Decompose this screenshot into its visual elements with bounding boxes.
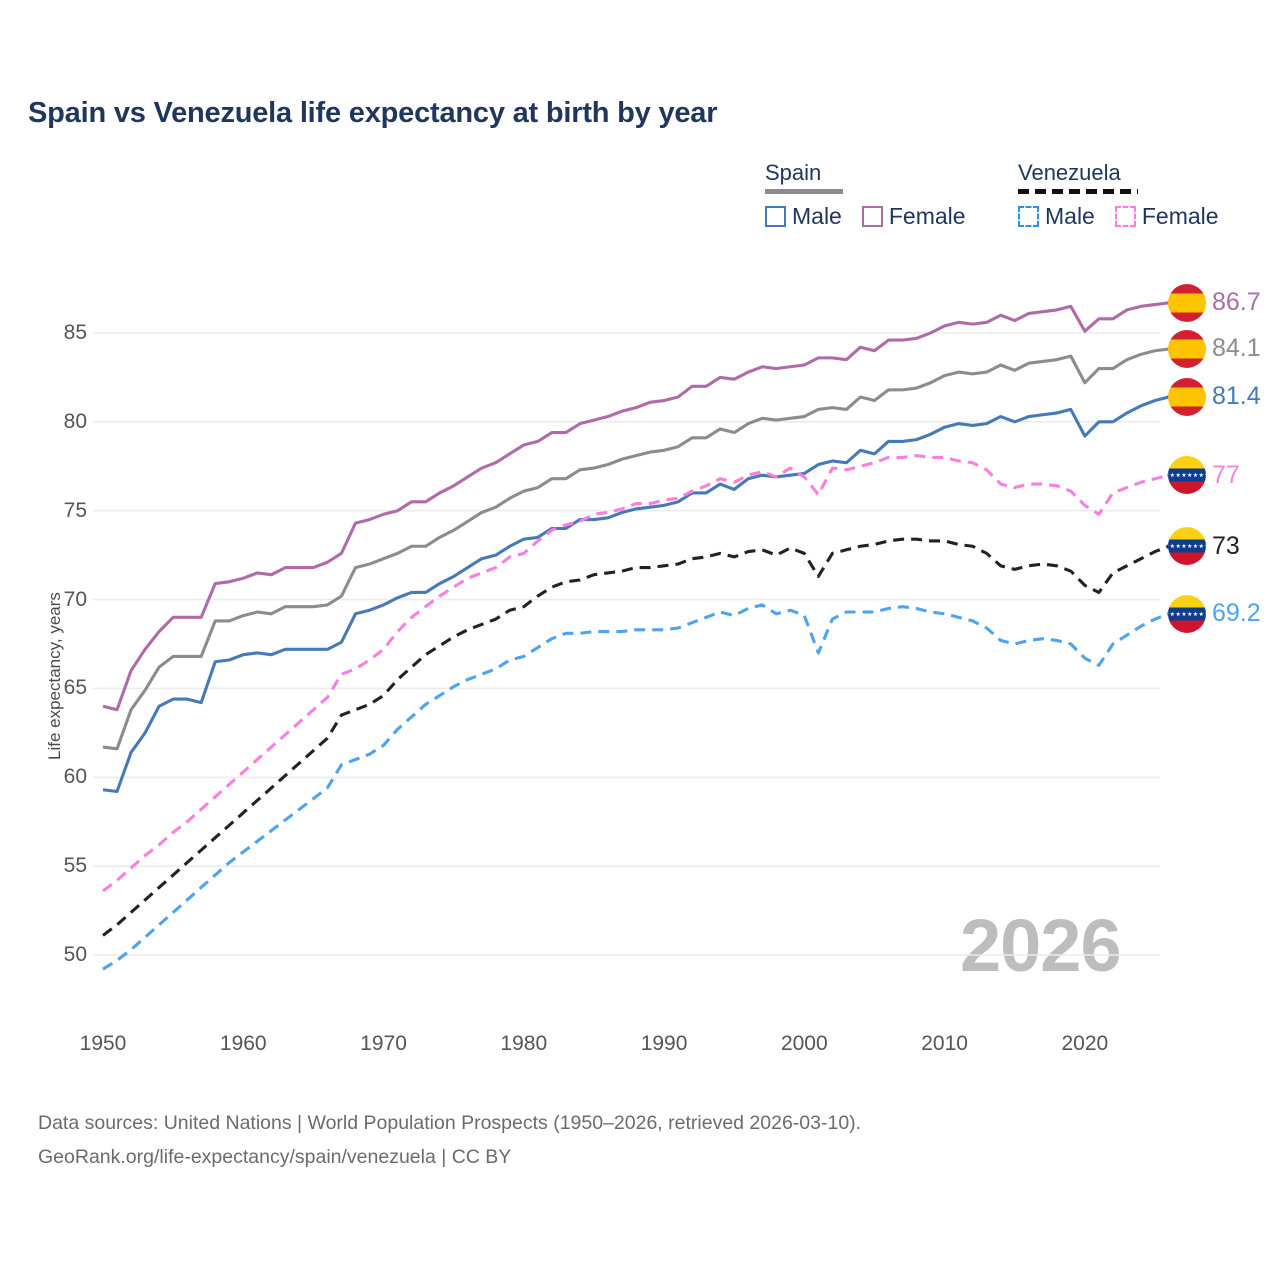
spain-flag-icon [1168, 283, 1206, 322]
footer-line-1: Data sources: United Nations | World Pop… [38, 1112, 862, 1134]
y-tick-label: 85 [63, 321, 87, 344]
chart-legend: Spain Male Female Venezuela Male Female [760, 160, 1260, 240]
legend-country-label: Spain [765, 160, 822, 185]
legend-country-rule [765, 189, 843, 194]
legend-country-label: Venezuela [1018, 160, 1121, 185]
end-label-value: 84.1 [1212, 334, 1261, 363]
x-tick-label: 1960 [219, 1032, 267, 1055]
end-label-venezuela-total: ★★★★★★★★ 73 [1168, 527, 1240, 566]
end-label-venezuela-female: ★★★★★★★★ 77 [1168, 456, 1240, 495]
x-tick-label: 2020 [1061, 1032, 1109, 1055]
end-label-value: 81.4 [1212, 382, 1261, 411]
y-tick-label: 75 [63, 498, 87, 522]
series-line-spain-total [102, 347, 1170, 751]
x-tick-label: 2010 [921, 1032, 968, 1055]
y-tick-label: 50 [63, 943, 87, 966]
legend-group-venezuela: Venezuela Male Female [1018, 160, 1219, 230]
y-tick-label: 60 [63, 765, 87, 789]
series-line-venezuela-male [102, 603, 1170, 971]
end-label-value: 69.2 [1212, 599, 1261, 628]
x-tick-label: 1980 [500, 1032, 548, 1055]
legend-item-label: Male [792, 203, 842, 229]
end-label-value: 73 [1212, 531, 1240, 560]
spain-flag-icon [1168, 377, 1206, 416]
x-tick-label: 1950 [79, 1032, 127, 1055]
flag-stars-icon: ★★★★★★★★ [1168, 473, 1206, 480]
legend-group-spain: Spain Male Female [765, 160, 966, 230]
venezuela-flag-icon: ★★★★★★★★ [1168, 456, 1206, 495]
legend-item-label: Female [888, 203, 966, 229]
y-tick-label: 65 [63, 676, 87, 700]
series-line-spain-female [102, 301, 1170, 712]
end-label-spain-male: 81.4 [1168, 377, 1261, 416]
legend-item-label: Female [1141, 203, 1219, 229]
y-tick-label: 80 [63, 409, 87, 433]
legend-item-venezuela-female[interactable]: Female [1114, 203, 1219, 230]
legend-swatch-icon [1114, 206, 1136, 227]
y-tick-label: 55 [63, 854, 87, 878]
legend-items: Male Female [765, 203, 966, 230]
legend-swatch-icon [861, 206, 883, 227]
y-tick-label: 70 [63, 587, 87, 611]
end-label-value: 86.7 [1212, 288, 1261, 317]
x-tick-label: 1970 [360, 1032, 407, 1055]
x-tick-label: 2000 [780, 1032, 828, 1055]
spain-flag-icon [1168, 329, 1206, 368]
legend-items: Male Female [1018, 203, 1219, 230]
footer-line-2: GeoRank.org/life-expectancy/spain/venezu… [38, 1146, 512, 1169]
venezuela-flag-icon: ★★★★★★★★ [1168, 527, 1206, 566]
legend-item-venezuela-male[interactable]: Male [1018, 203, 1095, 230]
footer-sources: Data sources: United Nations | World Pop… [38, 1106, 861, 1174]
flag-stars-icon: ★★★★★★★★ [1168, 611, 1206, 618]
end-label-spain-total: 84.1 [1168, 329, 1261, 368]
legend-swatch-icon [1018, 206, 1039, 227]
venezuela-flag-icon: ★★★★★★★★ [1168, 594, 1206, 633]
year-watermark: 2026 [960, 904, 1122, 987]
series-line-venezuela-female [102, 454, 1170, 893]
end-label-venezuela-male: ★★★★★★★★ 69.2 [1168, 594, 1261, 633]
legend-item-label: Male [1045, 203, 1095, 229]
series-line-venezuela-total [102, 537, 1170, 937]
legend-swatch-icon [765, 206, 786, 227]
end-label-value: 77 [1212, 460, 1240, 489]
x-tick-label: 1990 [640, 1032, 688, 1055]
flag-stars-icon: ★★★★★★★★ [1168, 544, 1206, 551]
page-title: Spain vs Venezuela life expectancy at bi… [28, 97, 718, 129]
series-line-spain-male [102, 395, 1170, 794]
legend-item-spain-female[interactable]: Female [861, 203, 966, 230]
end-label-spain-female: 86.7 [1168, 283, 1261, 322]
legend-item-spain-male[interactable]: Male [765, 203, 842, 230]
legend-country-rule [1018, 189, 1138, 194]
